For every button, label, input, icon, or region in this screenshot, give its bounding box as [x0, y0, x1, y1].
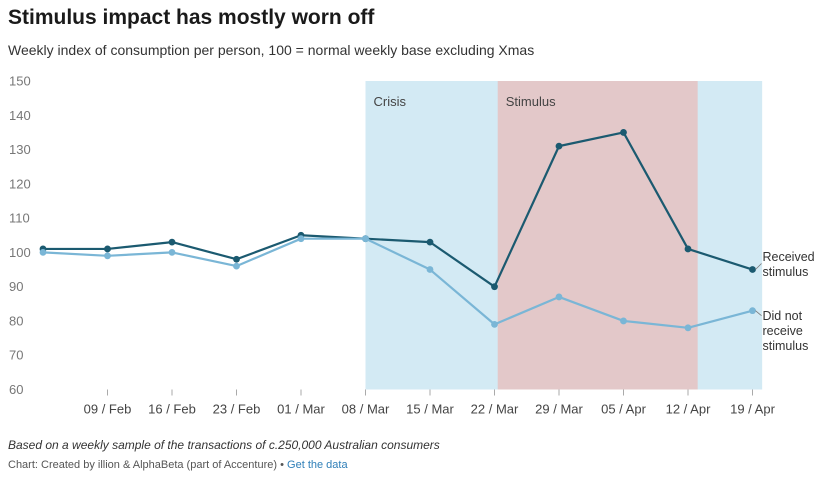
- y-tick-label: 80: [9, 313, 23, 328]
- y-tick-label: 130: [9, 142, 31, 157]
- get-the-data-link[interactable]: Get the data: [287, 459, 348, 471]
- x-tick-label: 19 / Apr: [730, 402, 775, 417]
- data-point: [39, 248, 47, 256]
- data-point: [168, 248, 176, 256]
- data-point: [104, 252, 111, 260]
- y-tick-label: 140: [9, 108, 31, 123]
- credit-separator: •: [280, 459, 284, 471]
- series-line-1: [42, 237, 753, 329]
- data-point: [684, 245, 692, 253]
- y-tick-label: 150: [9, 74, 31, 89]
- band-label-stimulus: Stimulus: [506, 94, 556, 109]
- band-stimulus: [497, 81, 698, 390]
- data-point: [362, 235, 369, 243]
- x-tick-label: 01 / Mar: [277, 402, 325, 417]
- data-point: [555, 142, 563, 150]
- y-tick-label: 70: [9, 348, 23, 363]
- series-label-line: stimulus: [763, 265, 809, 279]
- data-point: [491, 283, 498, 291]
- x-tick-label: 05 / Apr: [601, 402, 646, 417]
- data-point: [749, 307, 756, 315]
- series-label-line: stimulus: [763, 339, 809, 353]
- x-tick-label: 08 / Mar: [342, 402, 390, 417]
- series-label-line: Did not: [763, 309, 803, 323]
- footnote: Based on a weekly sample of the transact…: [8, 438, 440, 452]
- data-point: [168, 238, 176, 246]
- y-tick-label: 100: [9, 245, 31, 260]
- y-tick-label: 110: [9, 211, 30, 226]
- data-point: [426, 238, 434, 246]
- y-tick-label: 60: [9, 382, 23, 397]
- y-tick-label: 90: [9, 279, 23, 294]
- data-point: [555, 293, 563, 301]
- x-tick-label: 12 / Apr: [666, 402, 711, 417]
- series-label-line: receive: [763, 324, 803, 338]
- chart-credit: Chart: Created by illion & AlphaBeta (pa…: [8, 459, 348, 471]
- x-tick-label: 09 / Feb: [84, 402, 132, 417]
- line-chart: Crisis Stimulus 60 70 80 90 100 110 120 130 140 15…: [9, 74, 815, 417]
- data-point: [620, 129, 627, 136]
- data-point: [749, 266, 756, 273]
- label-connector: [755, 263, 762, 270]
- label-connector: [755, 310, 762, 316]
- x-tick-label: 16 / Feb: [148, 402, 196, 417]
- x-tick-label: 15 / Mar: [406, 402, 454, 417]
- data-point: [491, 320, 498, 328]
- y-tick-label: 120: [9, 176, 31, 191]
- x-tick-label: 23 / Feb: [213, 402, 261, 417]
- series-line-0: [43, 131, 753, 288]
- data-point: [233, 262, 240, 270]
- data-point: [233, 255, 240, 263]
- credit-text: Chart: Created by illion & AlphaBeta (pa…: [8, 459, 278, 471]
- data-point: [684, 324, 692, 332]
- data-point: [297, 235, 305, 243]
- series-label-line: Received: [763, 250, 815, 264]
- x-tick-label: 22 / Mar: [471, 402, 519, 417]
- data-point: [104, 245, 111, 253]
- data-point: [426, 266, 434, 273]
- chart-subtitle: Weekly index of consumption per person, …: [8, 42, 535, 58]
- x-tick-label: 29 / Mar: [535, 402, 583, 417]
- chart-title: Stimulus impact has mostly worn off: [8, 6, 375, 29]
- data-point: [620, 317, 627, 325]
- band-label-crisis: Crisis: [374, 94, 407, 109]
